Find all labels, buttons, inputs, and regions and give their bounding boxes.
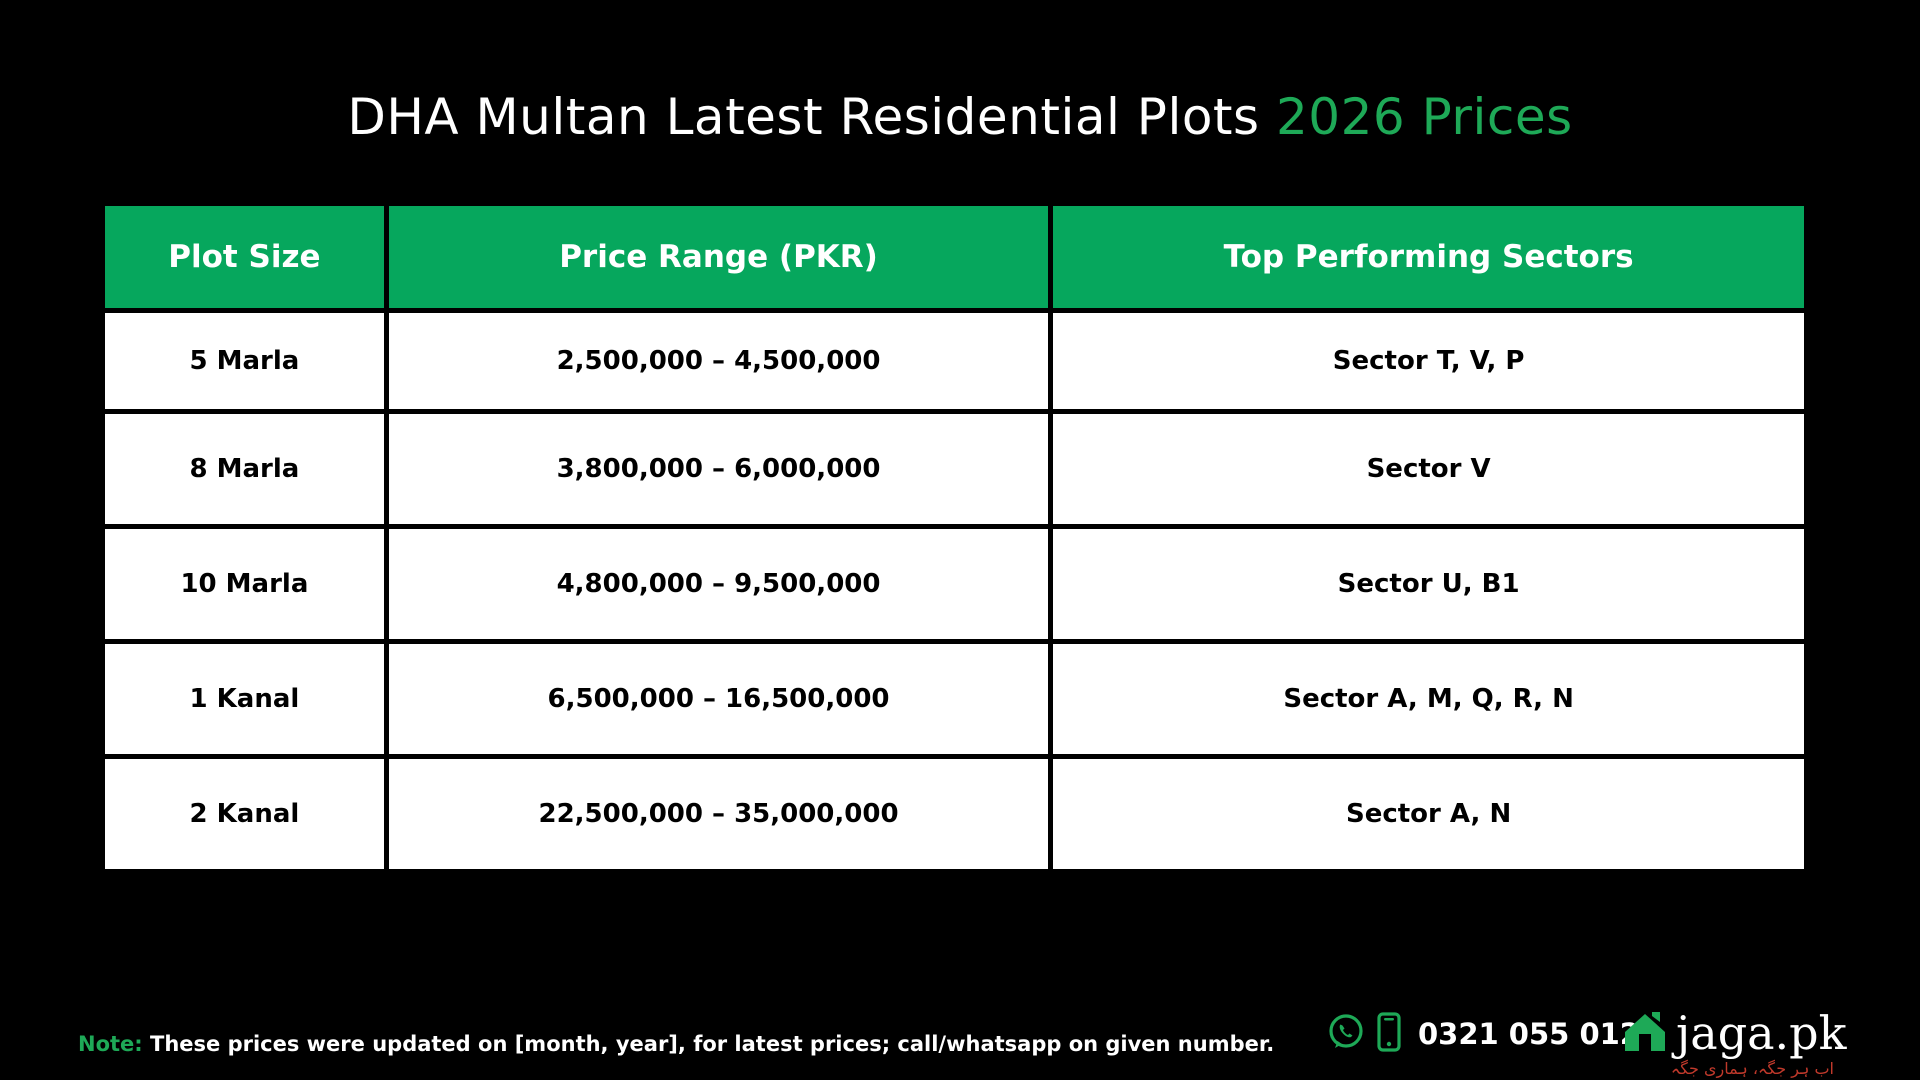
cell-plot-size: 10 Marla <box>105 529 384 639</box>
header-top-sectors: Top Performing Sectors <box>1053 206 1804 308</box>
cell-price-range: 4,800,000 – 9,500,000 <box>388 529 1049 639</box>
table-row: 1 Kanal 6,500,000 – 16,500,000 Sector A,… <box>105 644 1804 754</box>
cell-plot-size: 5 Marla <box>105 313 384 409</box>
table-row: 2 Kanal 22,500,000 – 35,000,000 Sector A… <box>105 759 1804 869</box>
price-table: Plot Size Price Range (PKR) Top Performi… <box>100 201 1809 874</box>
header-price-range: Price Range (PKR) <box>388 206 1049 308</box>
cell-top-sectors: Sector A, M, Q, R, N <box>1053 644 1804 754</box>
brand-name: jaga.pk <box>1676 1006 1847 1060</box>
brand-tagline: اب ہر جگہ، ہماری جگہ <box>1670 1059 1834 1078</box>
table-row: 8 Marla 3,800,000 – 6,000,000 Sector V <box>105 414 1804 524</box>
brand-logo: jaga.pk <box>1622 1008 1847 1058</box>
cell-top-sectors: Sector A, N <box>1053 759 1804 869</box>
cell-price-range: 3,800,000 – 6,000,000 <box>388 414 1049 524</box>
footer-note: Note: These prices were updated on [mont… <box>78 1032 1274 1056</box>
house-logo-icon <box>1622 1008 1668 1058</box>
whatsapp-icon[interactable] <box>1326 1012 1366 1056</box>
header-plot-size: Plot Size <box>105 206 384 308</box>
title-main: DHA Multan Latest Residential Plots <box>347 88 1260 146</box>
page-title: DHA Multan Latest Residential Plots 2026… <box>0 88 1920 146</box>
cell-plot-size: 8 Marla <box>105 414 384 524</box>
cell-top-sectors: Sector T, V, P <box>1053 313 1804 409</box>
cell-plot-size: 2 Kanal <box>105 759 384 869</box>
mobile-phone-icon[interactable] <box>1376 1012 1402 1056</box>
contact-info: 0321 055 0123 <box>1326 1012 1660 1056</box>
cell-price-range: 22,500,000 – 35,000,000 <box>388 759 1049 869</box>
title-highlight: 2026 Prices <box>1276 88 1573 146</box>
cell-price-range: 6,500,000 – 16,500,000 <box>388 644 1049 754</box>
cell-top-sectors: Sector U, B1 <box>1053 529 1804 639</box>
phone-number[interactable]: 0321 055 0123 <box>1418 1017 1661 1051</box>
cell-plot-size: 1 Kanal <box>105 644 384 754</box>
table-row: 10 Marla 4,800,000 – 9,500,000 Sector U,… <box>105 529 1804 639</box>
table-row: 5 Marla 2,500,000 – 4,500,000 Sector T, … <box>105 313 1804 409</box>
cell-price-range: 2,500,000 – 4,500,000 <box>388 313 1049 409</box>
note-label: Note: <box>78 1032 143 1056</box>
table-header-row: Plot Size Price Range (PKR) Top Performi… <box>105 206 1804 308</box>
note-text: These prices were updated on [month, yea… <box>150 1032 1275 1056</box>
cell-top-sectors: Sector V <box>1053 414 1804 524</box>
